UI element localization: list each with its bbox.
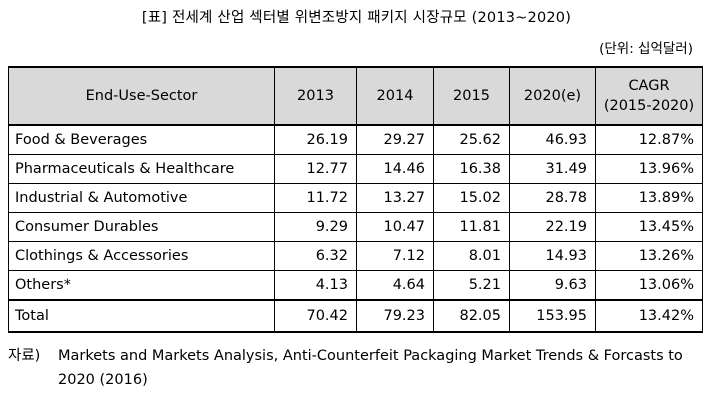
- cell-y2015: 25.62: [433, 124, 510, 155]
- cell-y2015: 11.81: [433, 212, 510, 242]
- cell-cagr: 13.45%: [595, 212, 703, 242]
- cell-sector: Food & Beverages: [8, 124, 275, 155]
- cell-cagr: 13.26%: [595, 241, 703, 271]
- header-sector: End-Use-Sector: [8, 66, 275, 126]
- table-row: Consumer Durables 9.29 10.47 11.81 22.19 13.4…: [8, 212, 703, 242]
- cell-y2014: 29.27: [356, 124, 434, 155]
- cell-y2014: 14.46: [356, 154, 434, 184]
- cell-sector: Others*: [8, 270, 275, 301]
- cell-cagr: 13.42%: [595, 299, 703, 333]
- table-row: Food & Beverages 26.19 29.27 25.62 46.93 12.8…: [8, 124, 703, 155]
- header-2014: 2014: [356, 66, 434, 126]
- table-title: [표] 전세계 산업 섹터별 위변조방지 패키지 시장규모 (2013~2020…: [141, 10, 572, 26]
- source-prefix: 자료): [8, 348, 41, 364]
- cell-y2020: 22.19: [509, 212, 596, 242]
- cell-y2020: 28.78: [509, 183, 596, 213]
- cell-y2013: 70.42: [274, 299, 357, 333]
- cell-cagr: 13.06%: [595, 270, 703, 301]
- cell-sector: Pharmaceuticals & Healthcare: [8, 154, 275, 184]
- cell-sector: Total: [8, 299, 275, 333]
- cell-cagr: 13.89%: [595, 183, 703, 213]
- table-row: Others* 4.13 4.64 5.21 9.63 13.06%: [8, 270, 703, 301]
- cell-y2013: 12.77: [274, 154, 357, 184]
- source-line1: Markets and Markets Analysis, Anti-Count…: [58, 348, 683, 364]
- header-2020e: 2020(e): [509, 66, 596, 126]
- cell-y2014: 4.64: [356, 270, 434, 301]
- header-2015: 2015: [433, 66, 510, 126]
- unit-note: (단위: 십억달러): [599, 41, 693, 57]
- cell-y2013: 26.19: [274, 124, 357, 155]
- table-row: Total 70.42 79.23 82.05 153.95 13.42%: [8, 299, 703, 333]
- cell-y2014: 10.47: [356, 212, 434, 242]
- header-row: End-Use-Sector 2013 2014 2015 2020(e) CA…: [8, 66, 703, 126]
- cell-y2015: 16.38: [433, 154, 510, 184]
- market-size-table: End-Use-Sector 2013 2014 2015 2020(e) CA…: [8, 66, 703, 333]
- cell-sector: Consumer Durables: [8, 212, 275, 242]
- cell-y2014: 13.27: [356, 183, 434, 213]
- cell-cagr: 12.87%: [595, 124, 703, 155]
- cell-sector: Clothings & Accessories: [8, 241, 275, 271]
- table-row: Pharmaceuticals & Healthcare 12.77 14.46 16…: [8, 154, 703, 184]
- header-2013: 2013: [274, 66, 357, 126]
- cell-y2015: 15.02: [433, 183, 510, 213]
- cell-y2020: 153.95: [509, 299, 596, 333]
- cell-cagr: 13.96%: [595, 154, 703, 184]
- cell-y2014: 7.12: [356, 241, 434, 271]
- header-cagr-period: (2015-2020): [603, 98, 695, 114]
- cell-y2020: 9.63: [509, 270, 596, 301]
- source-note: 자료) Markets and Markets Analysis, Anti-Co…: [8, 344, 683, 392]
- cell-y2014: 79.23: [356, 299, 434, 333]
- table-row: Industrial & Automotive 11.72 13.27 15.02 28…: [8, 183, 703, 213]
- header-cagr-label: CAGR: [628, 78, 670, 94]
- cell-y2020: 14.93: [509, 241, 596, 271]
- cell-y2020: 46.93: [509, 124, 596, 155]
- source-line2: 2020 (2016): [58, 372, 148, 388]
- cell-y2015: 82.05: [433, 299, 510, 333]
- cell-y2013: 4.13: [274, 270, 357, 301]
- cell-y2020: 31.49: [509, 154, 596, 184]
- cell-y2013: 6.32: [274, 241, 357, 271]
- cell-sector: Industrial & Automotive: [8, 183, 275, 213]
- cell-y2015: 5.21: [433, 270, 510, 301]
- header-cagr: CAGR (2015-2020): [595, 66, 703, 126]
- table-row: Clothings & Accessories 6.32 7.12 8.01 14.93…: [8, 241, 703, 271]
- cell-y2013: 9.29: [274, 212, 357, 242]
- cell-y2015: 8.01: [433, 241, 510, 271]
- cell-y2013: 11.72: [274, 183, 357, 213]
